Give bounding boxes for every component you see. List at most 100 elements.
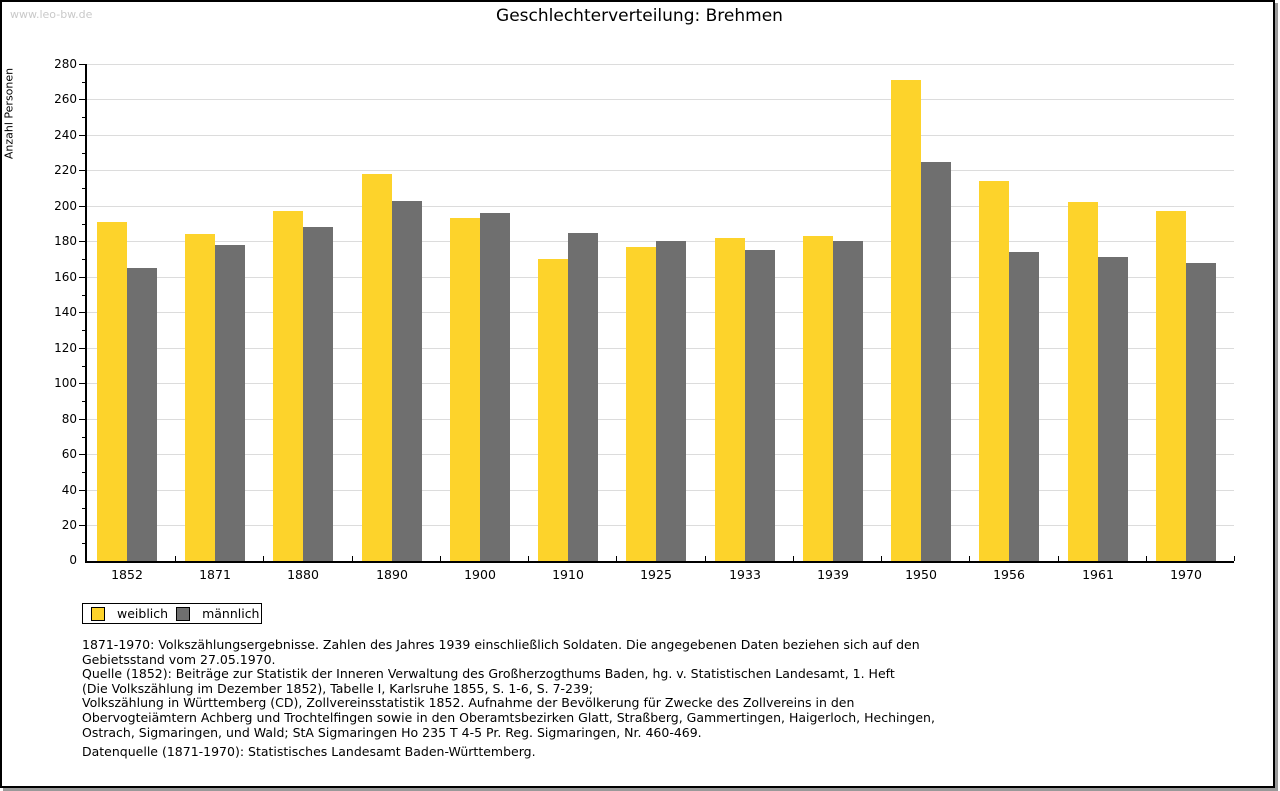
x-axis-tick [175,556,176,561]
footnote-line: (Die Volkszählung im Dezember 1852), Tab… [82,680,594,696]
legend-item-männlich: männlich [168,606,259,621]
x-axis-tick [705,556,706,561]
y-tick-label: 220 [54,163,77,177]
bar-weiblich [97,222,127,561]
bar-weiblich [1068,202,1098,561]
x-tick-label: 1939 [817,567,849,582]
footnote-line: 1871-1970: Volkszählungsergebnisse. Zahl… [82,637,920,652]
gridline [87,206,1234,207]
bar-männlich [833,241,863,561]
bar-männlich [1186,263,1216,561]
legend-label: weiblich [117,606,169,621]
bar-männlich [1009,252,1039,561]
legend-label: männlich [202,606,260,621]
x-tick-label: 1950 [905,567,937,582]
y-axis-minor-tick [82,153,85,154]
bar-weiblich [979,181,1009,561]
y-axis-tick [79,490,85,491]
y-axis-minor-tick [82,401,85,402]
y-axis-minor-tick [82,330,85,331]
y-axis-tick [79,170,85,171]
x-axis-tick [263,556,264,561]
y-axis-tick [79,348,85,349]
footnote-line: Volkszählung in Württemberg (CD), Zollve… [82,695,855,711]
legend-swatch-männlich [176,606,191,621]
bar-männlich [745,250,775,561]
y-axis-minor-tick [82,259,85,260]
bar-weiblich [715,238,745,561]
chart-title: Geschlechterverteilung: Brehmen [496,6,783,26]
y-axis-tick [79,135,85,136]
y-axis-minor-tick [82,117,85,118]
y-axis-tick [79,277,85,278]
y-axis-minor-tick [82,437,85,438]
y-tick-label: 100 [54,376,77,390]
y-tick-label: 160 [54,270,77,284]
bar-männlich [656,241,686,561]
source-line: Datenquelle (1871-1970): Statistisches L… [82,744,536,759]
x-tick-label: 1852 [111,567,143,582]
x-axis-tick [616,556,617,561]
bar-weiblich [273,211,303,561]
x-tick-label: 1900 [464,567,496,582]
footnote-line: Obervogteiämtern Achberg und Trochtelfin… [82,709,935,725]
y-tick-label: 20 [61,518,77,532]
x-tick-label: 1925 [640,567,672,582]
x-tick-label: 1890 [376,567,408,582]
gridline [87,135,1234,136]
bar-weiblich [362,174,392,561]
bar-männlich [480,213,510,561]
y-axis-tick [79,99,85,100]
y-axis-title: Anzahl Personen [2,67,16,160]
x-axis-tick [440,556,441,561]
bar-männlich [392,201,422,561]
y-axis-tick [79,419,85,420]
x-axis-tick [969,556,970,561]
bar-männlich [215,245,245,561]
bar-männlich [127,268,157,561]
footnote-line: Gebietsstand vom 27.05.1970. [82,651,276,667]
watermark: www.leo-bw.de [10,8,93,21]
bar-männlich [921,162,951,561]
x-tick-label: 1871 [199,567,231,582]
x-tick-label: 1956 [993,567,1025,582]
legend: weiblich männlich [82,603,262,624]
x-axis-tick [528,556,529,561]
bar-weiblich [450,218,480,561]
y-axis-tick [79,206,85,207]
y-axis-minor-tick [82,543,85,544]
bar-weiblich [626,247,656,561]
footnote-line: Ostrach, Sigmaringen, und Wald; StA Sigm… [82,724,702,740]
x-axis-tick [352,556,353,561]
y-tick-label: 120 [54,341,77,355]
gridline [87,64,1234,65]
bar-weiblich [185,234,215,561]
x-tick-label: 1910 [552,567,584,582]
y-tick-label: 260 [54,92,77,106]
gridline [87,99,1234,100]
y-tick-label: 140 [54,305,77,319]
y-axis-minor-tick [82,295,85,296]
footnotes: 1871-1970: Volkszählungsergebnisse. Zahl… [82,637,1222,740]
bar-männlich [1098,257,1128,561]
x-axis-tick [881,556,882,561]
y-axis-minor-tick [82,366,85,367]
y-axis-tick [79,525,85,526]
footnote-line: Quelle (1852): Beiträge zur Statistik de… [82,666,895,682]
x-tick-label: 1880 [287,567,319,582]
y-tick-label: 200 [54,199,77,213]
x-tick-label: 1961 [1082,567,1114,582]
y-tick-label: 60 [61,447,77,461]
y-axis-tick [79,454,85,455]
bar-männlich [568,233,598,561]
gridline [87,170,1234,171]
y-tick-label: 0 [69,553,77,567]
y-axis-minor-tick [82,472,85,473]
y-axis-minor-tick [82,508,85,509]
y-axis-minor-tick [82,224,85,225]
bar-männlich [303,227,333,561]
bar-weiblich [1156,211,1186,561]
y-axis-tick [79,64,85,65]
y-axis-tick [79,312,85,313]
